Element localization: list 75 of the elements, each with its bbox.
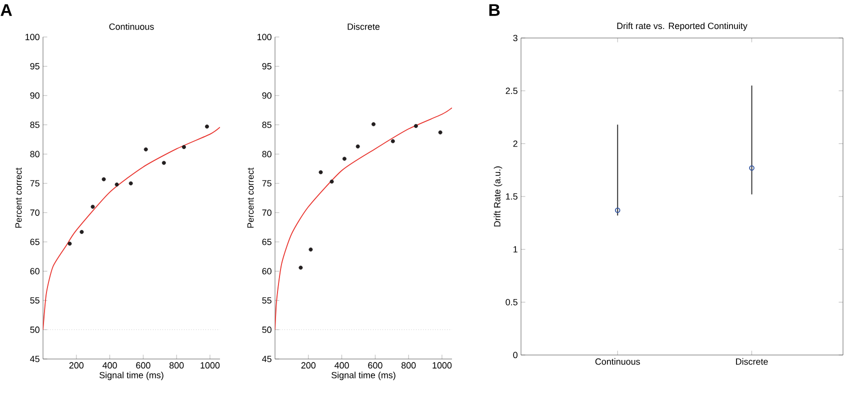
y-tick-label: 100 (258, 34, 272, 40)
point (318, 170, 323, 174)
y-tick-label: 3 (513, 34, 518, 42)
x-tick-label: Continuous (595, 358, 640, 365)
point (308, 248, 313, 252)
point (356, 144, 360, 148)
y-tick-label: 1 (514, 246, 518, 252)
x-tick-label: Discrete (736, 358, 768, 365)
point (182, 145, 186, 150)
y-tick-label: 65 (30, 238, 40, 246)
text: A (0, 4, 12, 16)
x-tick-label: 600 (136, 362, 150, 369)
chart-title: Discrete (348, 23, 380, 30)
y-tick-label: 1.5 (506, 193, 518, 200)
point (90, 204, 95, 209)
y-axis-title: Percent correct (247, 168, 254, 228)
point (144, 147, 148, 152)
y-tick-label: 100 (26, 34, 40, 40)
y-tick-label: 95 (30, 63, 40, 70)
chart-title: Drift rate vs. Reported Continuity (617, 22, 748, 31)
y-tick-label: 2.5 (506, 88, 518, 94)
y-tick-label: 75 (30, 180, 40, 186)
x-tick-label: 1000 (432, 362, 452, 369)
x-tick-label: 400 (334, 362, 349, 369)
text: B (489, 4, 500, 16)
point (438, 130, 442, 134)
y-tick-label: 95 (262, 63, 272, 70)
x-tick-label: 200 (69, 362, 84, 369)
point (330, 180, 334, 184)
x-axis-title: Signal time (ms) (100, 372, 164, 380)
y-axis-title: Percent correct (15, 168, 22, 228)
point (114, 182, 119, 187)
point (414, 124, 418, 128)
y-tick-label: 90 (262, 92, 272, 99)
chart-title: Continuous (109, 23, 154, 30)
y-tick-label: 70 (30, 209, 40, 216)
y-tick-label: 55 (262, 297, 272, 304)
y-tick-label: 45 (262, 356, 272, 362)
y-tick-label: 0 (513, 352, 518, 358)
y-tick-label: 80 (262, 150, 272, 158)
point (128, 181, 133, 186)
y-tick-label: 80 (30, 150, 40, 158)
point (298, 266, 303, 270)
point (68, 242, 72, 246)
y-tick-label: 75 (262, 180, 272, 186)
y-tick-label: 50 (262, 326, 272, 333)
y-tick-label: 85 (262, 122, 272, 128)
y-tick-label: 0.5 (506, 298, 518, 306)
y-tick-label: 55 (30, 297, 40, 304)
y-tick-label: 50 (30, 326, 40, 333)
y-tick-label: 70 (262, 209, 272, 216)
y-tick-label: 60 (30, 268, 40, 274)
point (102, 177, 106, 182)
x-tick-label: 800 (402, 362, 416, 369)
point (390, 139, 395, 144)
x-axis-title: Signal time (ms) (332, 372, 396, 380)
x-tick-label: 400 (102, 362, 117, 369)
line-series (43, 126, 220, 330)
point (372, 122, 376, 126)
x-tick-label: 800 (169, 362, 184, 369)
x-tick-label: 1000 (200, 362, 220, 369)
y-tick-label: 60 (262, 268, 272, 274)
x-tick-label: 600 (368, 362, 382, 369)
line-series (275, 107, 452, 330)
y-tick-label: 90 (30, 92, 40, 99)
y-axis-title: Drift Rate (a.u.) (494, 166, 502, 226)
point (204, 124, 209, 129)
y-tick-label: 45 (30, 356, 40, 362)
point (342, 156, 346, 161)
point (80, 230, 84, 234)
y-tick-label: 2 (513, 140, 518, 147)
point (162, 160, 166, 165)
y-tick-label: 85 (30, 122, 40, 128)
y-tick-label: 65 (262, 238, 272, 246)
x-tick-label: 200 (301, 362, 316, 369)
